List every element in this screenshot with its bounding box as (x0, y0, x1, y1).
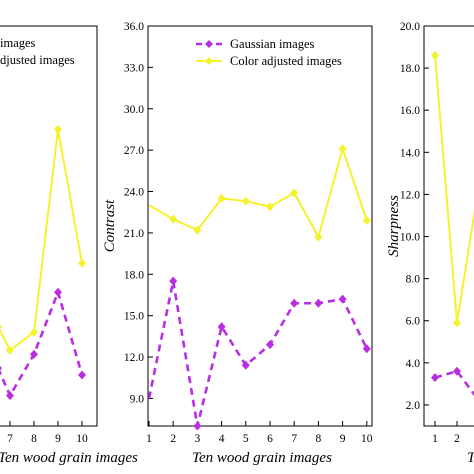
data-point-gaussian (338, 294, 347, 304)
panel-middle-frame (147, 25, 373, 427)
series-line-color-adjusted (148, 147, 368, 239)
x-tick-label: 1 (432, 433, 438, 445)
x-tick-label: 10 (361, 433, 373, 445)
data-point-color-adjusted (78, 258, 86, 268)
y-tick-label: 12.0 (400, 189, 420, 201)
panel-middle: 9.012.015.018.021.024.027.030.033.036.0 … (102, 21, 373, 466)
data-point-gaussian (217, 322, 226, 332)
data-point-gaussian (193, 421, 202, 431)
y-tick-label: 16.0 (400, 105, 420, 117)
data-point-gaussian (362, 344, 371, 354)
data-point-gaussian (54, 287, 62, 297)
y-tick-label: 33.0 (124, 62, 144, 74)
data-point-color-adjusted (314, 232, 323, 242)
y-tick-label: 18.0 (400, 63, 420, 75)
data-point-color-adjusted (431, 50, 439, 60)
data-point-color-adjusted (266, 202, 274, 212)
data-point-gaussian (431, 373, 439, 383)
x-tick-label: 8 (31, 433, 37, 445)
y-tick-label: 10.0 (400, 232, 420, 244)
data-point-color-adjusted (453, 318, 461, 328)
panel-left-legend: images djusted images (0, 36, 75, 67)
y-tick-label: 15.0 (124, 311, 144, 323)
y-tick-label: 21.0 (124, 228, 144, 240)
y-tick-label: 2.0 (406, 400, 421, 412)
legend-marker-color-adjusted (205, 57, 213, 65)
data-point-color-adjusted (338, 144, 347, 154)
series-line-color-adjusted (0, 128, 83, 352)
x-tick-label: 9 (340, 433, 346, 445)
panel-left: 7 8 9 10 images djusted images Ten wood gra… (0, 25, 138, 466)
x-tick-label: 9 (55, 433, 61, 445)
y-tick-label: 30.0 (124, 104, 144, 116)
data-point-gaussian (290, 298, 299, 308)
x-tick-label: 3 (195, 433, 201, 445)
y-tick-label: 24.0 (124, 187, 144, 199)
legend-marker-gaussian (205, 40, 213, 48)
data-point-color-adjusted (0, 324, 2, 329)
data-point-color-adjusted (6, 345, 14, 355)
data-point-color-adjusted (193, 225, 202, 235)
x-tick-label: 10 (76, 433, 88, 445)
y-tick-label: 6.0 (406, 316, 421, 328)
y-tick-label: 18.0 (124, 269, 144, 281)
data-point-gaussian (453, 366, 461, 376)
data-point-gaussian (314, 298, 323, 308)
x-tick-label: 2 (454, 433, 460, 445)
legend-label-gaussian: Gaussian images (230, 37, 314, 51)
series-line-gaussian (147, 279, 368, 428)
legend-label: images (0, 36, 36, 50)
y-axis-title: Contrast (102, 199, 118, 252)
y-tick-label: 4.0 (406, 358, 421, 370)
data-point-gaussian (78, 370, 86, 380)
x-tick-label: 4 (219, 433, 225, 445)
x-tick-label: 5 (243, 433, 249, 445)
legend-label: djusted images (0, 53, 75, 67)
data-point-gaussian (30, 349, 38, 359)
data-point-color-adjusted (290, 188, 299, 198)
data-point-color-adjusted (30, 327, 38, 337)
x-axis-title: T (467, 450, 474, 466)
data-point-gaussian (169, 276, 178, 286)
x-axis-title: Ten wood grain images (0, 450, 138, 466)
x-tick-label: 7 (291, 433, 297, 445)
y-tick-label: 14.0 (400, 147, 420, 159)
series-line-gaussian (0, 290, 84, 397)
y-tick-label: 27.0 (124, 145, 144, 157)
y-axis-title: Sharpness (386, 195, 402, 257)
y-tick-label: 12.0 (124, 352, 144, 364)
data-point-color-adjusted (217, 193, 226, 203)
legend-label-color-adjusted: Color adjusted images (230, 54, 342, 68)
x-tick-label: 7 (7, 433, 13, 445)
series-line-gaussian (434, 369, 474, 397)
data-point-color-adjusted (169, 214, 178, 224)
data-point-color-adjusted (362, 215, 371, 225)
data-point-gaussian (266, 340, 274, 350)
data-point-color-adjusted (241, 196, 250, 206)
y-tick-label: 9.0 (130, 393, 145, 405)
panel-right-frame (423, 25, 474, 427)
y-tick-label: 8.0 (406, 274, 421, 286)
x-tick-label: 2 (170, 433, 176, 445)
x-tick-label: 1 (146, 433, 152, 445)
panel-middle-legend: Gaussian images Color adjusted images (196, 37, 342, 68)
series-line-color-adjusted (434, 55, 474, 324)
data-point-gaussian (0, 365, 2, 371)
data-point-gaussian (241, 360, 250, 370)
panel-left-frame (0, 25, 98, 427)
y-tick-label: 36.0 (124, 21, 144, 33)
x-tick-label: 8 (316, 433, 322, 445)
y-tick-label: 20.0 (400, 21, 420, 33)
panel-right: 2.04.06.08.010.012.014.016.018.020.0 123… (386, 21, 474, 466)
data-point-color-adjusted (54, 124, 62, 134)
x-tick-label: 6 (267, 433, 273, 445)
data-point-gaussian (6, 391, 14, 401)
x-axis-title: Ten wood grain images (192, 450, 332, 466)
